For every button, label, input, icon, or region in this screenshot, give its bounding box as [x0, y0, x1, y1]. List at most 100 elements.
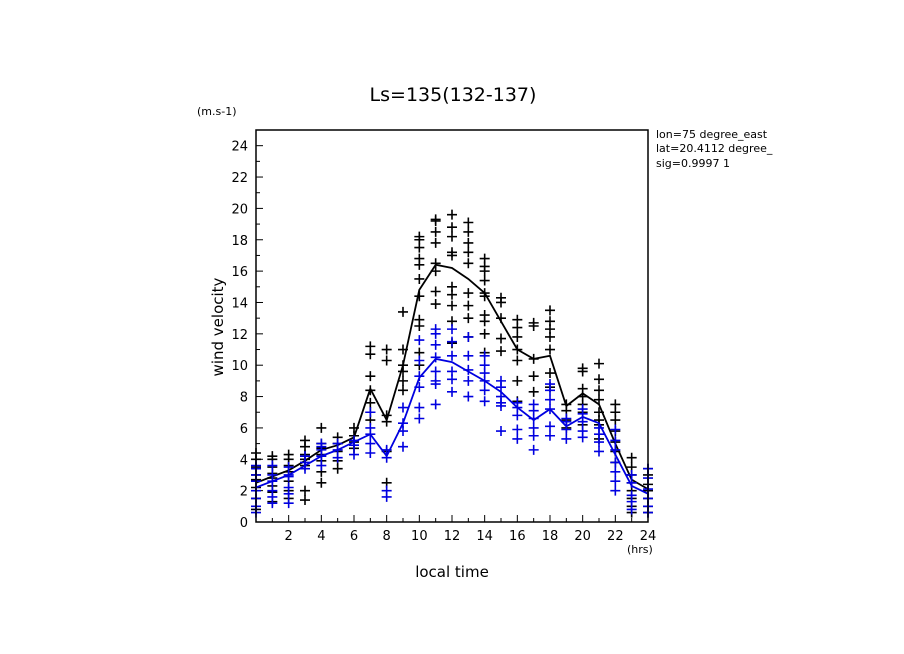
scatter-point [594, 385, 604, 396]
scatter-point [430, 258, 441, 269]
scatter-point [528, 386, 539, 397]
scatter-point [545, 421, 555, 432]
scatter-point [463, 217, 474, 228]
scatter-point [316, 422, 327, 433]
scatter-point [414, 413, 425, 424]
scatter-point [594, 446, 604, 457]
scatter-point [447, 281, 457, 292]
scatter-point [430, 352, 441, 363]
scatter-point [610, 476, 621, 487]
scatter-point [430, 375, 441, 386]
scatter-point [430, 226, 441, 237]
scatter-point [512, 355, 523, 366]
scatter-point [430, 399, 441, 410]
scatter-point [365, 371, 376, 382]
scatter-point [463, 391, 474, 402]
scatter-point [414, 355, 425, 366]
scatter-point [496, 346, 506, 357]
scatter-point [528, 444, 539, 455]
scatter-point [545, 305, 555, 316]
scatter-point [430, 324, 441, 335]
axis-ticks: 2 4 6 8 10 12 14 16 18 20 22 2402468101214161820222… [231, 140, 656, 544]
scatter-point [283, 498, 294, 509]
x-tick-label: 8 [383, 529, 391, 544]
scatter-point [365, 422, 376, 433]
y-tick-label: 12 [231, 328, 248, 343]
y-tick-label: 22 [231, 171, 248, 186]
scatter-point [545, 379, 555, 390]
scatter-point [430, 214, 441, 225]
mean-line [255, 357, 649, 495]
scatter-point [447, 300, 457, 311]
x-tick-label: 16 [509, 529, 526, 544]
scatter-point [300, 435, 310, 446]
scatter-point [545, 316, 555, 327]
scatter-point [430, 286, 441, 297]
scatter-point [545, 394, 555, 405]
data-marks [251, 209, 653, 518]
scatter-point [610, 435, 621, 446]
y-tick-label: 18 [231, 234, 248, 249]
scatter-point [561, 413, 572, 424]
y-axis-unit: (m.s-1) [197, 105, 237, 118]
plot-frame [255, 129, 649, 523]
y-tick-label: 8 [240, 391, 248, 406]
scatter-point [610, 399, 621, 410]
scatter-point [316, 438, 327, 449]
x-tick-label: 20 [574, 529, 591, 544]
scatter-point [365, 397, 376, 408]
scatter-point [479, 360, 490, 371]
y-axis-label: wind velocity [209, 277, 227, 376]
y-tick-label: 10 [231, 359, 248, 374]
scatter-point [267, 485, 278, 496]
scatter-point [545, 430, 555, 441]
scatter-point [381, 344, 392, 355]
scatter-point [283, 482, 294, 493]
scatter-point [496, 391, 506, 402]
scatter-point [430, 366, 441, 377]
y-tick-label: 2 [240, 485, 248, 500]
scatter-point [398, 385, 408, 396]
scatter-point [561, 433, 572, 444]
scatter-point [496, 333, 506, 344]
scatter-point [365, 448, 376, 459]
scatter-point [512, 433, 523, 444]
scatter-point [512, 375, 523, 386]
scatter-point [479, 385, 490, 396]
scatter-point [414, 335, 425, 346]
scatter-point [300, 485, 310, 496]
scatter-point [398, 402, 408, 413]
x-tick-label: 24 [640, 529, 657, 544]
scatter-point [447, 222, 457, 233]
scatter-point [496, 426, 506, 437]
scatter-point [414, 253, 425, 264]
y-tick-label: 20 [231, 202, 248, 217]
scatter-point [267, 451, 278, 462]
x-tick-label: 4 [317, 529, 325, 544]
scatter-point [577, 383, 588, 394]
scatter-point [463, 375, 474, 386]
scatter-point [300, 451, 310, 462]
scatter-point [512, 424, 523, 435]
scatter-point [414, 231, 425, 242]
scatter-point [594, 358, 604, 369]
scatter-point [267, 469, 278, 480]
scatter-point [430, 237, 441, 248]
scatter-point [332, 438, 343, 449]
scatter-point [447, 350, 457, 361]
y-tick-label: 4 [240, 453, 248, 468]
scatter-point [267, 460, 278, 471]
scatter-point [512, 314, 523, 325]
scatter-point [512, 397, 523, 408]
scatter-point [430, 339, 441, 350]
scatter-point [316, 477, 327, 488]
series-black [251, 209, 653, 518]
scatter-point [479, 253, 490, 264]
scatter-point [283, 449, 294, 460]
scatter-point [447, 386, 457, 397]
scatter-point [447, 336, 457, 347]
series-blue [251, 324, 653, 518]
scatter-point [528, 371, 539, 382]
scatter-point [528, 422, 539, 433]
scatter-point [414, 273, 425, 284]
